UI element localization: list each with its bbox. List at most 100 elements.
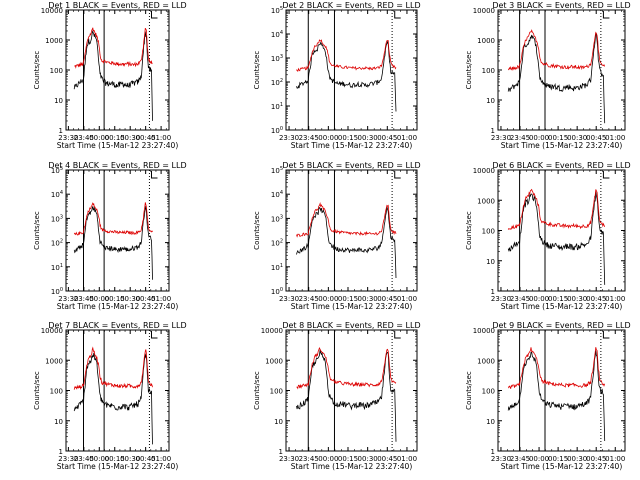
x-axis-label: Start Time (15-Mar-12 23:27:40): [57, 141, 179, 150]
y-axis-label: Counts/sec: [33, 211, 41, 250]
series-lld-line: [507, 29, 606, 71]
series-events-line: [73, 29, 153, 121]
x-tick-label: 00:30: [567, 295, 587, 303]
y-tick-label: 10000: [41, 327, 63, 335]
series-events-line: [296, 206, 397, 279]
x-axis-label: Start Time (15-Mar-12 23:27:40): [57, 462, 179, 471]
x-tick-label: 00:15: [338, 455, 358, 463]
y-tick-label: 100: [270, 388, 283, 396]
y-tick-label: 1000: [477, 357, 495, 365]
x-tick-label: 23:30: [58, 134, 78, 142]
x-tick-label: 23:45: [299, 455, 319, 463]
panel-title: Det 6 BLACK = Events, RED = LLD: [492, 161, 630, 170]
marker-L: [150, 11, 158, 19]
x-tick-label: 00:45: [377, 455, 397, 463]
series-events-line: [507, 191, 606, 285]
panel-title: Det 7 BLACK = Events, RED = LLD: [48, 321, 186, 330]
x-tick-label: 01:00: [397, 295, 417, 303]
y-tick-label: 103: [271, 54, 283, 63]
x-tick-label: 00:30: [567, 455, 587, 463]
y-axis-label: Counts/sec: [465, 371, 473, 410]
plot-frame: [285, 9, 418, 131]
x-axis-label: Start Time (15-Mar-12 23:27:40): [291, 462, 413, 471]
plot-frame: [65, 9, 170, 131]
panel-title: Det 1 BLACK = Events, RED = LLD: [48, 1, 186, 10]
x-tick-label: 00:45: [377, 295, 397, 303]
x-tick-label: 00:00: [89, 134, 109, 142]
y-tick-label: 10000: [41, 7, 63, 15]
y-tick-label: 100: [271, 126, 283, 135]
x-tick-label: 00:45: [136, 295, 156, 303]
x-tick-label: 23:45: [74, 455, 94, 463]
y-tick-label: 101: [271, 263, 283, 272]
y-tick-label: 10000: [473, 7, 495, 15]
marker-L: [394, 331, 401, 339]
x-tick-label: 00:00: [529, 455, 549, 463]
panel-9: Det 9 BLACK = Events, RED = LLD 1 10 100 100…: [465, 321, 631, 471]
x-tick-label: 00:30: [120, 295, 140, 303]
x-tick-label: 00:30: [358, 455, 378, 463]
y-tick-label: 10: [54, 418, 63, 426]
marker-L: [602, 11, 610, 19]
y-tick-label: 10000: [261, 327, 283, 335]
marker-L: [394, 171, 401, 179]
x-tick-label: 00:30: [120, 455, 140, 463]
marker-L: [602, 331, 610, 339]
y-axis-label: Counts/sec: [253, 51, 261, 90]
series-events-line: [507, 32, 606, 124]
x-tick-label: 01:00: [151, 134, 171, 142]
y-tick-label: 1: [491, 448, 495, 456]
y-tick-label: 1000: [45, 357, 63, 365]
x-tick-label: 00:00: [529, 295, 549, 303]
series-lld-line: [296, 201, 397, 238]
y-tick-label: 10: [486, 97, 495, 105]
x-tick-label: 23:30: [491, 295, 511, 303]
x-tick-label: 00:00: [318, 455, 338, 463]
series-lld-line: [296, 347, 397, 390]
y-tick-label: 1: [59, 127, 63, 135]
x-tick-label: 23:45: [510, 455, 530, 463]
panels-grid: Det 1 BLACK = Events, RED = LLD110100100…: [33, 1, 631, 471]
y-tick-label: 102: [271, 78, 283, 87]
x-tick-label: 01:00: [605, 455, 625, 463]
x-tick-label: 23:45: [510, 295, 530, 303]
y-tick-label: 10: [274, 418, 283, 426]
x-tick-label: 23:30: [279, 134, 299, 142]
panel-title: Det 8 BLACK = Events, RED = LLD: [282, 321, 420, 330]
y-tick-label: 102: [271, 239, 283, 248]
plot-frame: [497, 9, 626, 131]
x-tick-label: 00:30: [358, 134, 378, 142]
y-tick-label: 1: [59, 448, 63, 456]
y-tick-label: 100: [271, 287, 283, 296]
x-tick-label: 23:45: [74, 295, 94, 303]
x-tick-label: 00:45: [377, 134, 397, 142]
panel-title: Det 2 BLACK = Events, RED = LLD: [282, 1, 420, 10]
x-tick-label: 00:45: [136, 134, 156, 142]
panel-8: Det 8 BLACK = Events, RED = LLD 1 10 100 100…: [253, 321, 421, 471]
y-tick-label: 103: [271, 214, 283, 223]
y-tick-label: 10: [486, 258, 495, 266]
x-tick-label: 00:30: [358, 295, 378, 303]
y-tick-label: 100: [50, 388, 63, 396]
y-tick-label: 10000: [473, 327, 495, 335]
y-axis-label: Counts/sec: [253, 211, 261, 250]
x-axis-label: Start Time (15-Mar-12 23:27:40): [291, 302, 413, 311]
panel-4: Det 4 BLACK = Events, RED = LLD 100 101 102…: [33, 161, 187, 311]
x-tick-label: 00:45: [586, 134, 606, 142]
y-tick-label: 1: [279, 448, 283, 456]
y-tick-label: 102: [51, 239, 63, 248]
x-tick-label: 23:30: [279, 295, 299, 303]
plot-frame: [65, 169, 170, 292]
x-tick-label: 00:15: [338, 295, 358, 303]
y-tick-label: 1: [491, 127, 495, 135]
panel-title: Det 4 BLACK = Events, RED = LLD: [48, 161, 186, 170]
y-axis-label: Counts/sec: [253, 371, 261, 410]
y-tick-label: 100: [482, 228, 495, 236]
x-tick-label: 23:30: [279, 455, 299, 463]
series-lld-line: [74, 27, 153, 69]
series-events-line: [296, 349, 397, 442]
y-tick-label: 104: [51, 190, 63, 199]
series-events-line: [73, 205, 153, 280]
x-tick-label: 00:45: [586, 295, 606, 303]
